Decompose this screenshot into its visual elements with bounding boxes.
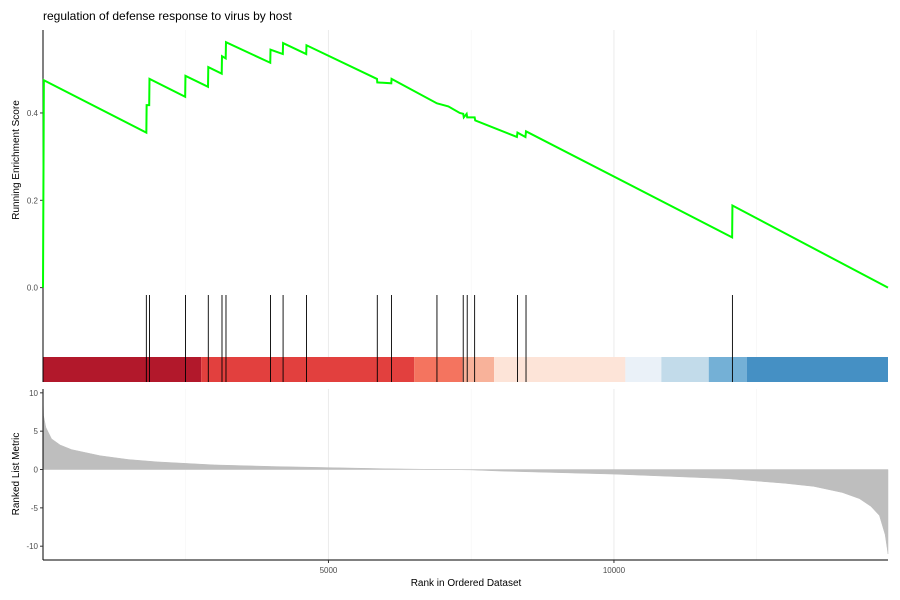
color-band bbox=[462, 357, 495, 382]
x-axis-label: Rank in Ordered Dataset bbox=[411, 578, 522, 589]
y-tick-label: 0 bbox=[34, 466, 39, 475]
color-band bbox=[414, 357, 463, 382]
color-band bbox=[708, 357, 747, 382]
y-tick-label: 10 bbox=[29, 389, 38, 398]
color-band bbox=[625, 357, 662, 382]
running-score-grid bbox=[185, 30, 757, 292]
y-tick-label: 0.0 bbox=[27, 284, 39, 293]
ranked-metric-panel: 10 5 0 -5 -10 5000 10000 Ranked List Metric R… bbox=[11, 389, 889, 589]
x-tick-label: 10000 bbox=[603, 566, 626, 575]
y-tick-label: -5 bbox=[31, 504, 39, 513]
color-band bbox=[746, 357, 888, 382]
color-band bbox=[43, 357, 202, 382]
ranked-metric-y-ticks: 10 5 0 -5 -10 bbox=[26, 389, 43, 551]
chart-title: regulation of defense response to virus … bbox=[43, 9, 292, 23]
rank-color-bands bbox=[43, 357, 888, 382]
color-band bbox=[494, 357, 626, 382]
x-axis-ticks: 5000 10000 bbox=[320, 560, 626, 575]
gene-hits-panel bbox=[42, 292, 888, 382]
y-tick-label: 0.4 bbox=[27, 109, 39, 118]
gene-hit-lines bbox=[42, 295, 733, 382]
y-tick-label: -10 bbox=[26, 542, 38, 551]
running-score-line bbox=[42, 40, 889, 289]
color-band bbox=[201, 357, 415, 382]
y-tick-label: 5 bbox=[34, 427, 39, 436]
running-score-panel: 0.0 0.2 0.4 Running Enrichment Score bbox=[11, 30, 889, 293]
y-tick-label: 0.2 bbox=[27, 196, 39, 205]
x-tick-label: 5000 bbox=[320, 566, 338, 575]
ranked-metric-area bbox=[42, 396, 889, 554]
color-band bbox=[661, 357, 709, 382]
running-score-y-ticks: 0.0 0.2 0.4 bbox=[27, 109, 43, 293]
ranked-metric-grid bbox=[185, 389, 757, 560]
ranked-metric-y-label: Ranked List Metric bbox=[11, 433, 22, 516]
running-score-y-label: Running Enrichment Score bbox=[11, 100, 22, 220]
